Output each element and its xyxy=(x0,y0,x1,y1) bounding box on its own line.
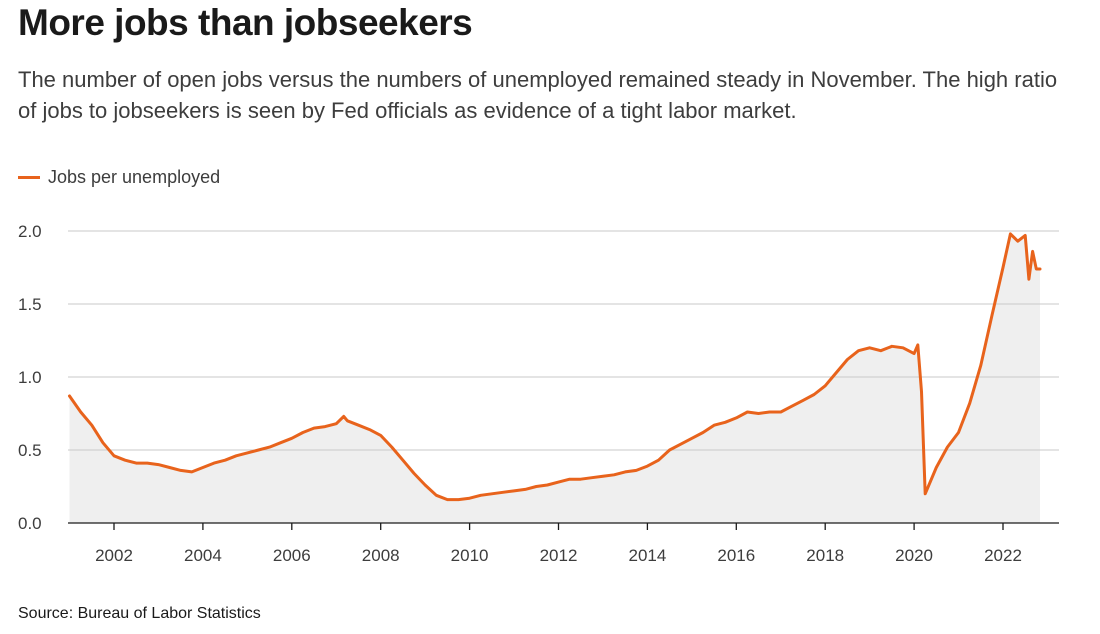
x-tick-label-2012: 2012 xyxy=(540,546,578,565)
chart-source: Source: Bureau of Labor Statistics xyxy=(18,605,261,622)
chart-subtitle: The number of open jobs versus the numbe… xyxy=(18,67,1058,123)
y-tick-label-1.5: 1.5 xyxy=(18,295,42,314)
y-tick-label-1.0: 1.0 xyxy=(18,368,42,387)
x-tick-label-2022: 2022 xyxy=(984,546,1022,565)
x-tick-label-2008: 2008 xyxy=(362,546,400,565)
x-tick-label-2018: 2018 xyxy=(806,546,844,565)
y-tick-label-0.5: 0.5 xyxy=(18,441,42,460)
legend-label: Jobs per unemployed xyxy=(48,167,221,187)
y-tick-label-2.0: 2.0 xyxy=(18,222,42,241)
x-tick-label-2010: 2010 xyxy=(451,546,489,565)
y-tick-label-0.0: 0.0 xyxy=(18,514,42,533)
chart-legend: Jobs per unemployed xyxy=(18,167,220,188)
x-tick-label-2014: 2014 xyxy=(628,546,666,565)
x-tick-label-2016: 2016 xyxy=(717,546,755,565)
series-area xyxy=(69,233,1040,523)
x-tick-label-2006: 2006 xyxy=(273,546,311,565)
x-tick-label-2004: 2004 xyxy=(184,546,222,565)
x-tick-label-2002: 2002 xyxy=(95,546,133,565)
chart-title: More jobs than jobseekers xyxy=(18,2,473,43)
x-tick-label-2020: 2020 xyxy=(895,546,933,565)
series-line xyxy=(68,232,1042,502)
legend-swatch xyxy=(18,176,40,179)
